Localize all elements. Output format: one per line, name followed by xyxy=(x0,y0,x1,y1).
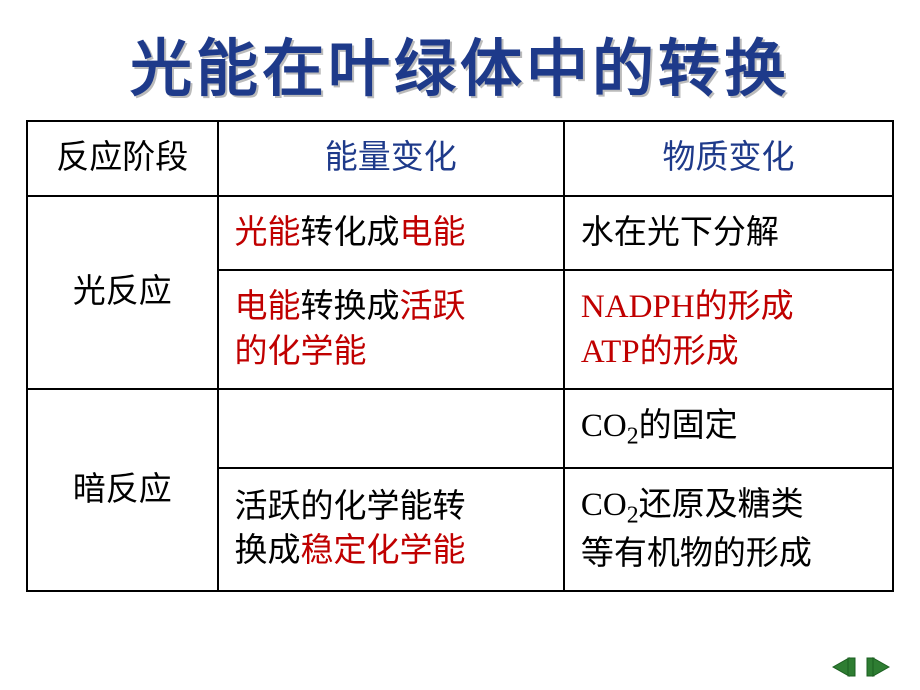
subscript: 2 xyxy=(627,502,639,528)
text-part: 电能 xyxy=(400,215,466,251)
next-arrow-icon xyxy=(865,657,891,677)
text-part: 的化学能 xyxy=(235,334,367,370)
light-matter-1: 水在光下分解 xyxy=(564,196,893,271)
energy-table: 反应阶段 能量变化 物质变化 光反应 光能转化成电能 水在光下分解 电能转换成活… xyxy=(26,120,894,592)
text-part: CO xyxy=(581,487,627,523)
table-container: 反应阶段 能量变化 物质变化 光反应 光能转化成电能 水在光下分解 电能转换成活… xyxy=(0,120,920,592)
dark-energy-1 xyxy=(218,389,564,468)
subscript: 2 xyxy=(627,424,639,450)
light-matter-2: NADPH的形成 ATP的形成 xyxy=(564,270,893,389)
prev-arrow-icon xyxy=(831,657,857,677)
dark-label: 暗反应 xyxy=(27,389,218,591)
header-matter: 物质变化 xyxy=(564,121,893,196)
slide-title: 光能在叶绿体中的转换 xyxy=(0,0,920,120)
text-part: 电能 xyxy=(235,289,301,325)
dark-row-1: 暗反应 CO2的固定 xyxy=(27,389,893,468)
light-row-1: 光反应 光能转化成电能 水在光下分解 xyxy=(27,196,893,271)
text-part: 等有机物的形成 xyxy=(581,536,812,572)
text-part: CO xyxy=(581,408,627,444)
text-part: 活跃 xyxy=(400,289,466,325)
header-stage: 反应阶段 xyxy=(27,121,218,196)
header-row: 反应阶段 能量变化 物质变化 xyxy=(27,121,893,196)
text-part: 还原及糖类 xyxy=(639,487,804,523)
nav-controls xyxy=(830,656,892,678)
text-part: NADPH的形成 xyxy=(581,289,794,325)
next-button[interactable] xyxy=(864,656,892,678)
text-part: 换成 xyxy=(235,533,301,569)
light-energy-1: 光能转化成电能 xyxy=(218,196,564,271)
dark-energy-2: 活跃的化学能转换成稳定化学能 xyxy=(218,468,564,591)
header-energy: 能量变化 xyxy=(218,121,564,196)
text-part: 转化成 xyxy=(301,215,400,251)
text-part: 转换成 xyxy=(301,289,400,325)
light-label: 光反应 xyxy=(27,196,218,390)
text-part: 活跃的化学能转 xyxy=(235,489,466,525)
prev-button[interactable] xyxy=(830,656,858,678)
text-part: 光能 xyxy=(235,215,301,251)
text-part: 稳定化学能 xyxy=(301,533,466,569)
dark-matter-1: CO2的固定 xyxy=(564,389,893,468)
light-energy-2: 电能转换成活跃的化学能 xyxy=(218,270,564,389)
dark-matter-2: CO2还原及糖类等有机物的形成 xyxy=(564,468,893,591)
text-part: 的固定 xyxy=(639,408,738,444)
text-part: ATP的形成 xyxy=(581,334,739,370)
